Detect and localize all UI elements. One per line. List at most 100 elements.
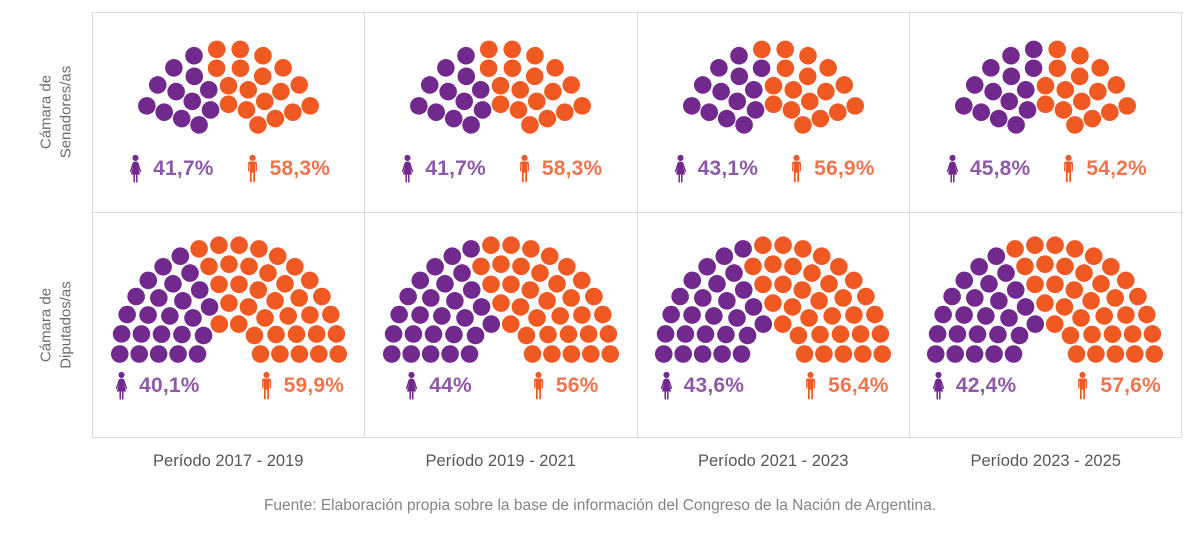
seat-dot-man	[503, 40, 522, 59]
seat-dot-man	[1036, 294, 1055, 312]
seat-dot-woman	[402, 345, 420, 363]
seat-dot-man	[1065, 281, 1084, 299]
seat-dot-woman	[728, 92, 746, 111]
seat-dot-woman	[752, 59, 770, 78]
seat-dot-woman	[445, 292, 464, 310]
seat-dot-man	[492, 255, 510, 273]
men-percentage: 56,9%	[814, 156, 875, 180]
seat-dot-man	[546, 59, 565, 77]
seat-dot-man	[816, 82, 835, 101]
seat-dot-woman	[482, 315, 500, 333]
seat-dot-woman	[132, 325, 150, 343]
seat-dot-man	[857, 287, 875, 306]
seat-dot-man	[268, 247, 287, 266]
seat-dot-woman	[180, 264, 199, 282]
seat-dot-man	[798, 67, 817, 86]
seat-dot-woman	[462, 240, 480, 258]
seat-dot-woman	[167, 82, 186, 101]
seat-dot-man	[290, 345, 308, 363]
seat-dot-woman	[1002, 67, 1020, 86]
seat-dot-woman	[462, 281, 481, 299]
seat-dot-woman	[165, 59, 183, 77]
seat-dot-woman	[1024, 59, 1043, 78]
column-label-periodo-2017-2019: Período 2017 - 2019	[153, 452, 304, 470]
seat-dot-man	[581, 345, 600, 363]
seat-dot-man	[835, 76, 853, 94]
seat-dot-woman	[1002, 46, 1020, 65]
seat-dot-man	[481, 236, 500, 255]
seat-dot-woman	[160, 307, 179, 325]
seat-dot-man	[845, 271, 863, 290]
seat-dot-man	[562, 345, 581, 363]
seat-dot-woman	[384, 325, 403, 343]
seat-dot-woman	[112, 325, 131, 343]
seat-dot-woman	[655, 345, 673, 363]
seat-dot-woman	[153, 257, 172, 276]
seat-dot-woman	[460, 345, 479, 363]
seat-dot-woman	[466, 326, 485, 345]
seat-dot-man	[783, 298, 802, 316]
seat-dot-man	[231, 59, 250, 78]
percent-legend-row: 44% 56%	[403, 370, 598, 402]
seat-dot-man	[793, 281, 812, 299]
seat-dot-man	[249, 240, 268, 258]
male-person-icon	[792, 154, 802, 182]
seat-dot-man	[521, 116, 540, 134]
seat-dot-woman	[729, 46, 748, 65]
seat-dot-man	[845, 306, 863, 324]
women-percentage: 41,7%	[425, 156, 486, 180]
seat-dot-man	[764, 95, 782, 114]
seat-dot-man	[584, 287, 603, 306]
male-person-icon	[1078, 372, 1088, 400]
seat-dot-man	[1106, 289, 1125, 307]
seat-dot-woman	[149, 289, 168, 307]
seat-dot-man	[255, 309, 274, 327]
hemicycle-dot-chart	[927, 236, 1164, 363]
male-person-icon	[519, 154, 529, 182]
seat-dot-man	[208, 40, 226, 59]
seat-dot-man	[502, 236, 520, 255]
seat-dot-man	[1056, 298, 1074, 316]
panel-diputados-periodo-2023-2025: 42,4% 57,6%	[909, 213, 1182, 438]
seat-dot-man	[1072, 92, 1091, 111]
seat-dot-man	[272, 82, 290, 101]
seat-dot-man	[823, 307, 842, 325]
seat-dot-man	[239, 81, 258, 99]
seat-dot-woman	[183, 309, 202, 327]
seat-dot-woman	[443, 247, 461, 266]
seat-dot-man	[540, 247, 559, 266]
male-person-icon	[533, 372, 543, 400]
seat-dot-man	[199, 257, 218, 276]
seat-dot-woman	[441, 345, 459, 363]
seat-dot-woman	[989, 109, 1008, 128]
seat-dot-man	[1075, 264, 1094, 282]
seat-dot-man	[866, 305, 884, 324]
seat-dot-man	[1126, 345, 1144, 363]
hemicycle-dot-chart	[682, 40, 864, 134]
panel-senadores-periodo-2019-2021: 41,7% 58,3%	[365, 13, 638, 213]
percent-legend-row: 43,1% 56,9%	[672, 153, 875, 185]
seat-dot-man	[512, 257, 530, 276]
seat-dot-man	[573, 306, 591, 324]
seat-dot-woman	[693, 345, 712, 363]
column-label-periodo-2021-2023: Período 2021 - 2023	[698, 452, 849, 470]
seat-dot-man	[1054, 101, 1073, 119]
seat-dot-man	[782, 101, 800, 119]
seat-dot-man	[245, 326, 263, 345]
seat-dot-man	[219, 294, 238, 312]
seat-dot-man	[290, 76, 309, 94]
seat-dot-woman	[190, 116, 209, 134]
seat-dot-woman	[472, 81, 490, 99]
seat-dot-man	[502, 275, 520, 294]
seat-dot-woman	[966, 345, 984, 363]
women-percentage: 44%	[429, 374, 472, 398]
seat-dot-woman	[126, 287, 145, 306]
seat-dot-woman	[946, 345, 965, 363]
seat-dot-woman	[711, 82, 730, 101]
seat-dot-man	[744, 257, 762, 276]
seat-dot-woman	[183, 92, 202, 111]
seat-dot-man	[517, 326, 536, 345]
seat-dot-woman	[730, 67, 748, 86]
seat-dot-man	[229, 275, 248, 294]
seat-dot-woman	[149, 76, 167, 94]
